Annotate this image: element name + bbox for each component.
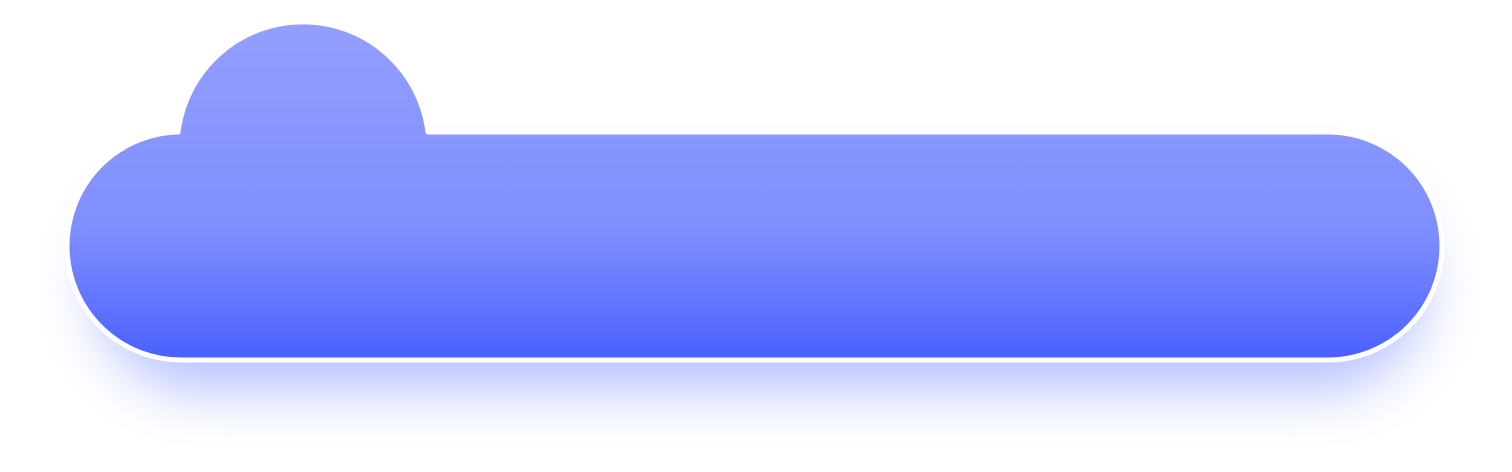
banner-shape xyxy=(64,19,1445,363)
